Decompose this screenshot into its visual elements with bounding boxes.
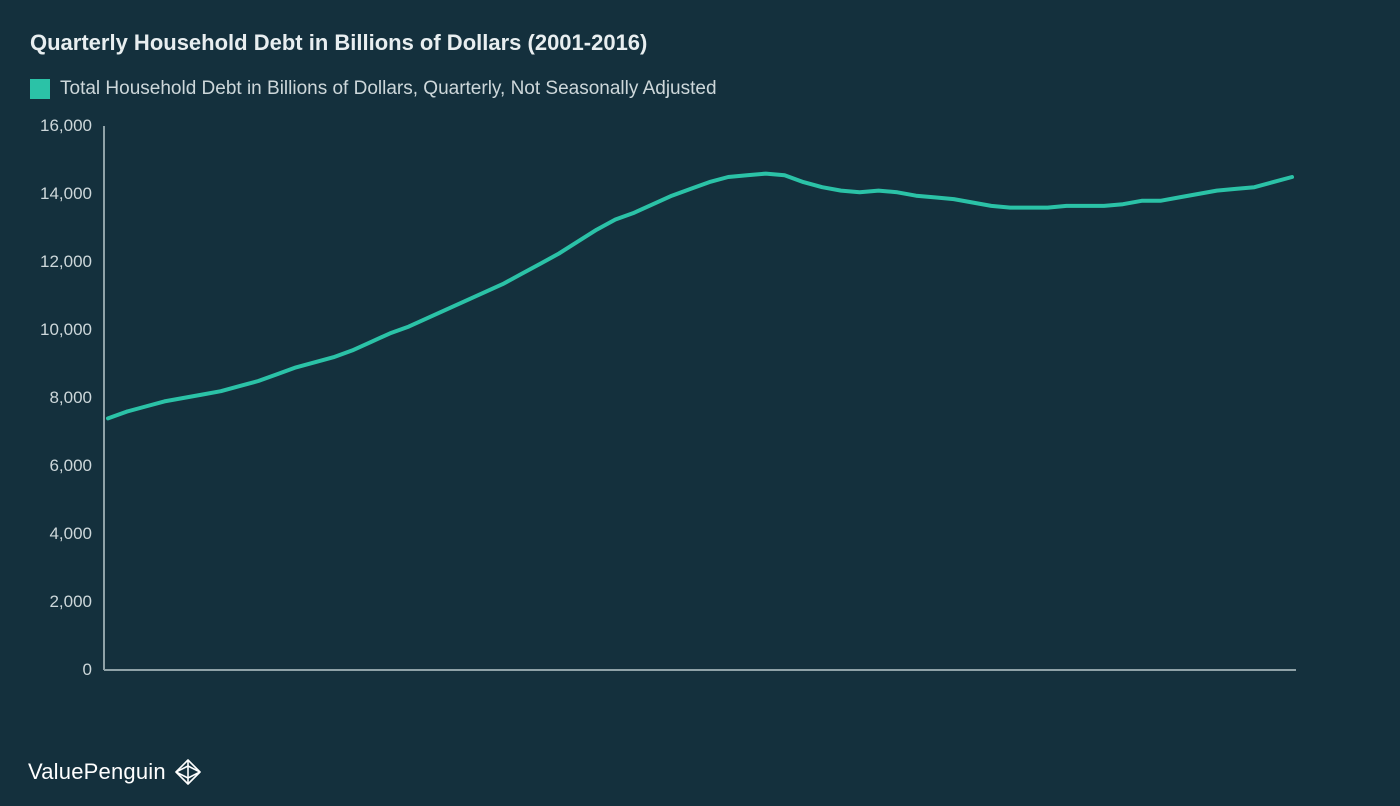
y-tick-label: 8,000 — [49, 388, 92, 407]
y-tick-label: 6,000 — [49, 456, 92, 475]
line-chart-svg: 0 2,000 4,000 6,000 8,000 10,000 12,000 14,000 1… — [30, 118, 1298, 688]
penguin-diamond-icon — [174, 758, 202, 786]
chart-title: Quarterly Household Debt in Billions of … — [30, 30, 1370, 56]
chart-plot-area: 0 2,000 4,000 6,000 8,000 10,000 12,000 14,000 1… — [30, 118, 1370, 693]
brand: ValuePenguin — [28, 758, 202, 786]
y-tick-label: 16,000 — [40, 118, 92, 135]
chart-container: Quarterly Household Debt in Billions of … — [0, 0, 1400, 806]
legend: Total Household Debt in Billions of Doll… — [30, 78, 1370, 100]
brand-name: ValuePenguin — [28, 759, 166, 785]
y-tick-label: 10,000 — [40, 320, 92, 339]
legend-swatch — [30, 79, 50, 99]
y-tick-label: 0 — [83, 660, 92, 679]
y-tick-label: 14,000 — [40, 184, 92, 203]
legend-label: Total Household Debt in Billions of Doll… — [60, 78, 717, 100]
y-tick-label: 12,000 — [40, 252, 92, 271]
y-tick-label: 2,000 — [49, 592, 92, 611]
data-series-line — [108, 174, 1292, 419]
y-tick-label: 4,000 — [49, 524, 92, 543]
